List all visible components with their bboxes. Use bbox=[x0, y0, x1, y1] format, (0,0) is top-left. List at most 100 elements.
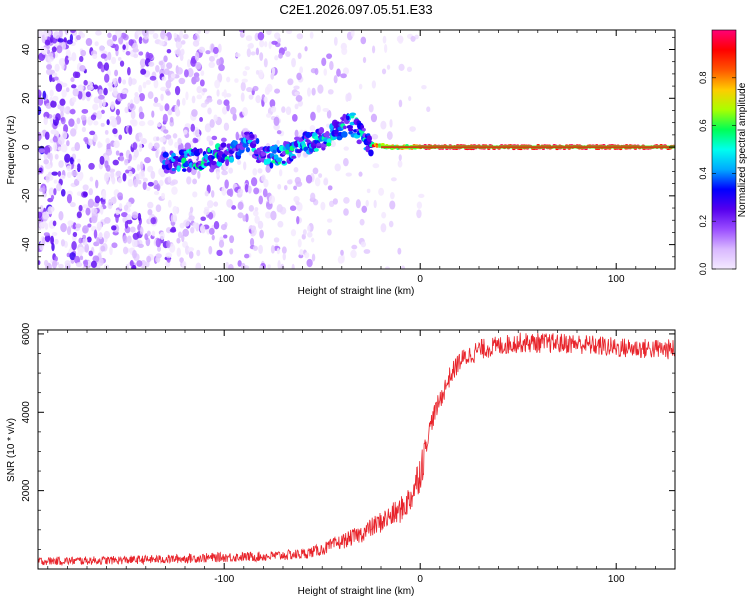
spectrogram-noise-cell bbox=[332, 198, 338, 205]
spectrogram-noise-cell bbox=[270, 105, 277, 113]
spectrogram-noise-cell bbox=[105, 148, 113, 156]
spectrogram-noise-cell bbox=[149, 75, 157, 81]
spectrogram-noise-cell bbox=[294, 103, 299, 110]
spectrogram-noise-cell bbox=[133, 95, 140, 105]
spectrogram-noise-cell bbox=[71, 52, 77, 62]
spectrogram-noise-cell bbox=[266, 30, 272, 36]
spectrogram-noise-cell bbox=[132, 142, 138, 150]
spectrogram-noise-cell bbox=[156, 136, 160, 141]
spectrogram-noise-cell bbox=[56, 45, 63, 54]
spectrogram-noise-cell bbox=[223, 122, 230, 131]
spectrogram-noise-cell bbox=[44, 234, 51, 243]
spectrogram-noise-cell bbox=[103, 155, 110, 164]
spectrogram-noise-cell bbox=[270, 245, 275, 254]
spectrogram-noise-cell bbox=[155, 204, 162, 213]
spectrogram-noise-cell bbox=[218, 64, 225, 72]
spectrogram-noise-cell bbox=[181, 260, 187, 269]
spectrogram-y-tick-label: -40 bbox=[21, 237, 32, 252]
spectrogram-noise-cell bbox=[150, 217, 156, 225]
spectrogram-noise-cell bbox=[87, 138, 93, 146]
spectrogram-noise-cell bbox=[182, 33, 189, 40]
spectrogram-noise-cell bbox=[115, 150, 120, 156]
spectrogram-noise-cell bbox=[426, 106, 431, 113]
spectrogram-axes: -100 0 100 -40 -20 0 20 40 bbox=[21, 30, 676, 285]
spectrogram-noise-cell bbox=[78, 204, 83, 212]
spectrogram-noise-cell bbox=[242, 70, 248, 77]
spectrogram-noise-cell bbox=[276, 130, 282, 135]
spectrogram-noise-cell bbox=[181, 40, 186, 45]
spectrogram-noise-cell bbox=[176, 67, 183, 75]
spectrogram-ridge-cell bbox=[168, 162, 173, 169]
spectrogram-noise-cell bbox=[289, 205, 297, 211]
spectrogram-noise-cell bbox=[150, 170, 156, 180]
colorbar-ticks: 0.0 0.2 0.4 0.6 0.8 bbox=[698, 72, 736, 275]
spectrogram-noise-cell bbox=[89, 130, 96, 136]
spectrogram-noise-cell bbox=[259, 39, 265, 48]
spectrogram-noise-cell bbox=[277, 183, 282, 190]
spectrogram-noise-cell bbox=[193, 72, 200, 78]
spectrogram-noise-cell bbox=[147, 91, 154, 100]
spectrogram-noise-cell bbox=[94, 41, 99, 47]
spectrogram-noise-cell bbox=[103, 230, 110, 239]
spectrogram-noise-cell bbox=[370, 113, 378, 123]
spectrogram-ridge-cell bbox=[362, 127, 366, 132]
spectrogram-noise-cell bbox=[90, 260, 97, 269]
spectrogram-noise-cell bbox=[171, 179, 178, 185]
spectrogram-noise-cell bbox=[51, 260, 58, 269]
spectrogram-noise-cell bbox=[168, 138, 174, 146]
spectrogram-noise-cell bbox=[102, 98, 106, 108]
spectrogram-noise-cell bbox=[358, 171, 363, 177]
spectrogram-noise-cell bbox=[326, 53, 333, 59]
spectrogram-noise-cell bbox=[188, 250, 194, 259]
spectrogram-noise-cell bbox=[169, 228, 177, 233]
spectrogram-noise-cell bbox=[163, 129, 169, 134]
spectrogram-noise-cell bbox=[72, 222, 77, 230]
spectrogram-noise-cell bbox=[46, 68, 53, 76]
spectrogram-noise-cell bbox=[98, 99, 103, 109]
spectrogram-noise-cell bbox=[187, 247, 195, 252]
spectrogram-noise-cell bbox=[199, 224, 206, 233]
spectrogram-noise-cell bbox=[228, 188, 234, 197]
spectrogram-noise-cell bbox=[97, 141, 102, 149]
spectrogram-noise-cell bbox=[126, 214, 132, 221]
spectrogram-noise-cell bbox=[41, 46, 48, 55]
spectrogram-noise-cell bbox=[196, 249, 201, 257]
spectrogram-noise-cell bbox=[188, 215, 195, 221]
spectrogram-noise-cell bbox=[264, 41, 268, 48]
spectrogram-noise-cell bbox=[244, 66, 250, 71]
spectrogram-ridge-cell bbox=[176, 165, 181, 172]
spectrogram-noise-cell bbox=[104, 73, 110, 83]
spectrogram-noise-cell bbox=[350, 249, 357, 259]
spectrogram-noise-cell bbox=[297, 52, 302, 60]
spectrogram-noise-cell bbox=[106, 142, 111, 151]
spectrogram-noise-cell bbox=[50, 100, 57, 108]
spectrogram-noise-cell bbox=[237, 212, 244, 219]
spectrogram-noise-cell bbox=[79, 55, 84, 63]
spectrogram-noise-cell bbox=[176, 48, 182, 57]
spectrogram-noise-cell bbox=[206, 135, 212, 142]
spectrogram-noise-cell bbox=[255, 95, 261, 104]
spectrogram-noise-cell bbox=[108, 85, 114, 92]
spectrogram-noise-cell bbox=[158, 60, 164, 66]
spectrogram-noise-cell bbox=[192, 40, 200, 47]
spectrogram-noise-cell bbox=[52, 72, 58, 77]
spectrogram-noise-cell bbox=[221, 186, 227, 196]
spectrogram-noise-cell bbox=[111, 56, 117, 65]
spectrogram-noise-cell bbox=[273, 123, 280, 131]
spectrogram-noise-cell bbox=[343, 146, 349, 151]
spectrogram-ridge-cell bbox=[341, 131, 348, 138]
spectrogram-noise-cell bbox=[71, 84, 77, 89]
spectrogram-noise-cell bbox=[60, 82, 68, 88]
spectrogram-noise-cell bbox=[249, 237, 255, 247]
spectrogram-noise-cell bbox=[194, 76, 200, 83]
spectrogram-noise-cell bbox=[138, 51, 144, 56]
spectrogram-noise-cell bbox=[226, 76, 231, 83]
spectrogram-noise-cell bbox=[87, 260, 92, 266]
spectrogram-noise-cell bbox=[273, 116, 280, 127]
spectrogram-noise-cell bbox=[190, 226, 195, 234]
spectrogram-noise-cell bbox=[340, 249, 344, 256]
spectrogram-ridge-cell bbox=[333, 129, 339, 135]
spectrogram-noise-cell bbox=[388, 220, 394, 228]
spectrogram-noise-cell bbox=[345, 172, 352, 177]
spectrogram-noise-cell bbox=[297, 100, 303, 107]
